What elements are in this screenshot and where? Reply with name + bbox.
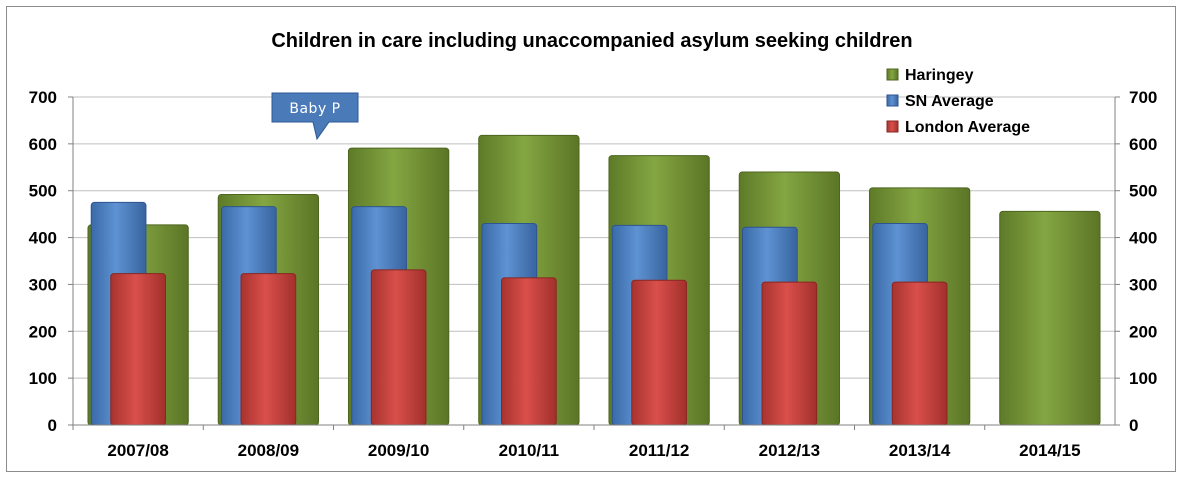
y-axis-left-ticks: 0 100 200 300 400 500 600 700 — [29, 88, 73, 435]
x-tick-label: 2012/13 — [759, 441, 820, 460]
y-tick-label-left: 100 — [29, 369, 57, 388]
bar-london-average — [240, 273, 297, 426]
bar-london-average — [110, 273, 166, 426]
x-tick-label: 2007/08 — [107, 441, 168, 460]
y-tick-label-left: 300 — [29, 275, 57, 294]
y-tick-label-right: 100 — [1129, 369, 1157, 388]
bars — [87, 134, 1101, 426]
bar-london-average — [761, 281, 818, 426]
chart-frame: Children in care including unaccompanied… — [6, 6, 1176, 472]
legend: Haringey SN Average London Average — [886, 67, 1030, 136]
chart-title: Children in care including unaccompanied… — [271, 30, 912, 52]
x-axis-categories: 2007/08 2008/09 2009/10 2010/11 2011/12 2012/… — [72, 425, 1081, 460]
x-tick-label: 2008/09 — [238, 441, 299, 460]
y-tick-label-left: 500 — [29, 182, 57, 201]
y-tick-label-right: 600 — [1129, 135, 1157, 154]
callout-shape — [271, 92, 359, 141]
legend-swatch — [886, 94, 899, 107]
x-tick-label: 2009/10 — [368, 441, 429, 460]
bar-london-average — [501, 277, 557, 426]
y-tick-label-left: 0 — [48, 416, 57, 435]
legend-label: Haringey — [905, 67, 974, 84]
y-tick-label-right: 700 — [1129, 88, 1157, 107]
bar-london-average — [370, 269, 427, 426]
y-tick-label-right: 500 — [1129, 182, 1157, 201]
y-axis-right-ticks: 0 100 200 300 400 500 600 700 — [1115, 88, 1157, 435]
legend-swatch — [886, 120, 899, 133]
bar-london-average — [631, 279, 687, 426]
y-tick-label-left: 400 — [29, 229, 57, 248]
legend-label: SN Average — [905, 93, 994, 110]
bar-haringey — [999, 210, 1101, 426]
y-tick-label-left: 700 — [29, 88, 57, 107]
y-tick-label-right: 400 — [1129, 229, 1157, 248]
x-tick-label: 2010/11 — [499, 441, 560, 460]
annotation-callout: Baby P — [271, 92, 359, 141]
x-tick-label: 2013/14 — [889, 441, 951, 460]
bar-london-average — [891, 281, 948, 426]
legend-label: London Average — [905, 119, 1030, 136]
y-tick-label-left: 600 — [29, 135, 57, 154]
y-tick-label-right: 300 — [1129, 275, 1157, 294]
bar-chart: Children in care including unaccompanied… — [29, 30, 1158, 460]
x-tick-label: 2014/15 — [1019, 441, 1080, 460]
y-tick-label-right: 200 — [1129, 322, 1157, 341]
callout-text: Baby P — [289, 101, 340, 117]
x-tick-label: 2011/12 — [629, 441, 690, 460]
y-tick-label-left: 200 — [29, 322, 57, 341]
y-tick-label-right: 0 — [1129, 416, 1138, 435]
legend-swatch — [886, 68, 899, 81]
